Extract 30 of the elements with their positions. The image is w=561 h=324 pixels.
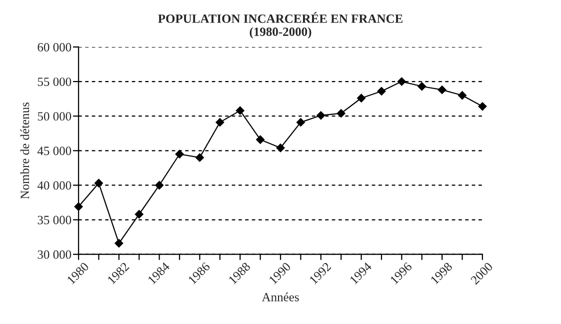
- point: [276, 144, 285, 152]
- y-tick-label: 55 000: [38, 78, 72, 86]
- point: [397, 77, 406, 86]
- y-axis-title: Nombre de détenus: [20, 102, 30, 199]
- point: [438, 86, 446, 94]
- y-tick-label: 50 000: [38, 112, 72, 121]
- point: [155, 180, 164, 190]
- point: [296, 118, 305, 127]
- point: [175, 150, 184, 158]
- point: [256, 135, 265, 144]
- point: [357, 94, 366, 102]
- point: [418, 82, 426, 91]
- point: [94, 178, 103, 188]
- y-tick-label: 60 000: [38, 43, 72, 52]
- point: [114, 239, 124, 248]
- y-tick-label: 35 000: [38, 216, 72, 224]
- point: [216, 118, 224, 127]
- chart-title: POPULATION INCARCERÉE EN FRANCE (1980-2000): [158, 12, 402, 39]
- y-tick-label: 45 000: [37, 146, 72, 156]
- point: [134, 210, 144, 218]
- point: [478, 102, 487, 111]
- y-tick-label: 30 000: [38, 250, 72, 259]
- y-tick-label: 40 000: [37, 181, 72, 190]
- point: [336, 109, 346, 118]
- point: [195, 153, 204, 162]
- point: [236, 106, 244, 115]
- point: [377, 86, 386, 96]
- x-axis-title: Années: [262, 292, 299, 302]
- point: [316, 111, 326, 120]
- point: [458, 91, 467, 100]
